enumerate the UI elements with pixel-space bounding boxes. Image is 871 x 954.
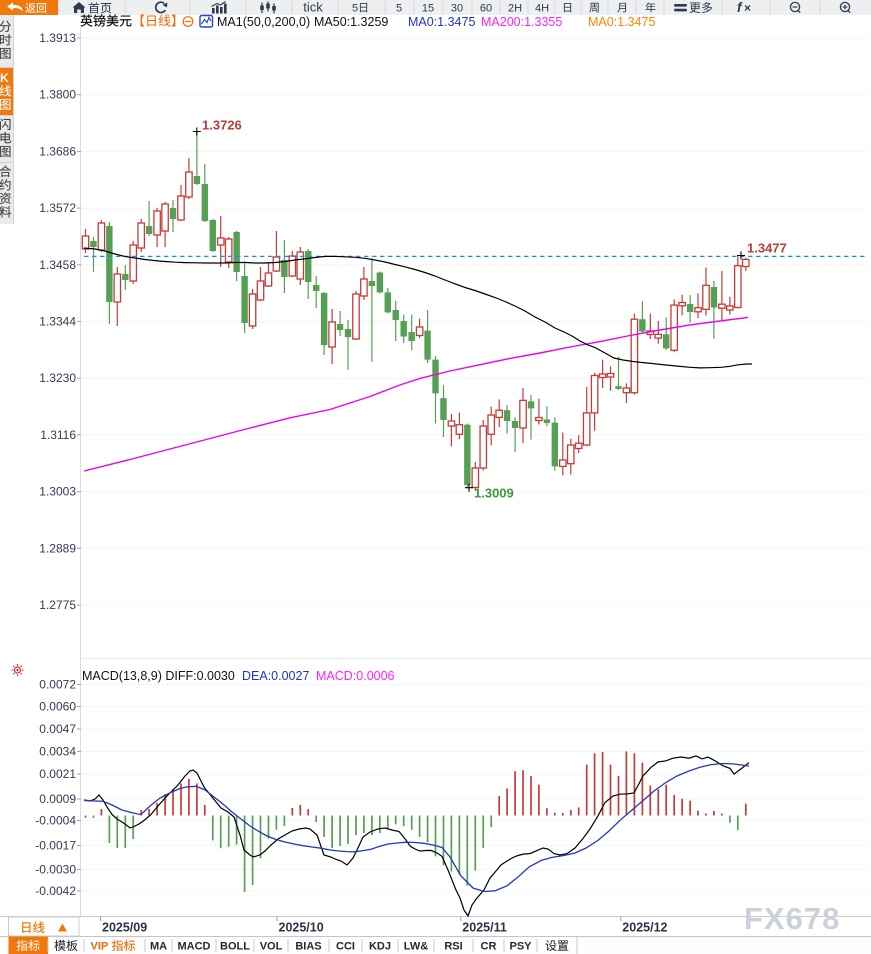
- svg-text:0.0072: 0.0072: [39, 678, 76, 692]
- svg-text:0.0021: 0.0021: [39, 767, 76, 781]
- svg-text:1.3800: 1.3800: [39, 88, 76, 102]
- svg-text:2025/12: 2025/12: [622, 921, 667, 935]
- svg-text:1.3230: 1.3230: [39, 371, 76, 385]
- svg-text:VOL: VOL: [260, 941, 283, 953]
- svg-text:BOLL: BOLL: [220, 941, 250, 953]
- svg-text:1.3726: 1.3726: [202, 118, 242, 133]
- svg-text:MA0:1.3475: MA0:1.3475: [408, 15, 475, 29]
- svg-text:4H: 4H: [535, 3, 549, 15]
- svg-text:MA0:1.3475: MA0:1.3475: [588, 15, 655, 29]
- svg-text:1.3116: 1.3116: [40, 428, 76, 442]
- svg-text:MACD:0.0006: MACD:0.0006: [316, 669, 395, 683]
- svg-text:K: K: [0, 71, 9, 85]
- svg-text:BIAS: BIAS: [295, 941, 321, 953]
- svg-text:FX678: FX678: [744, 901, 840, 936]
- svg-text:30: 30: [451, 3, 463, 15]
- svg-text:MA: MA: [150, 941, 167, 953]
- svg-text:1.3009: 1.3009: [474, 486, 514, 501]
- svg-text:MACD: MACD: [178, 941, 211, 953]
- svg-text:DEA:0.0027: DEA:0.0027: [242, 669, 309, 683]
- svg-text:2025/09: 2025/09: [102, 921, 147, 935]
- svg-text:5: 5: [352, 3, 358, 15]
- svg-text:0.0009: 0.0009: [39, 792, 76, 806]
- svg-text:5: 5: [396, 3, 402, 15]
- svg-text:PSY: PSY: [509, 941, 532, 953]
- svg-text:1.3913: 1.3913: [39, 31, 76, 45]
- svg-text:1.3477: 1.3477: [747, 241, 787, 256]
- svg-text:MA1(50,0,200,0): MA1(50,0,200,0): [217, 15, 310, 29]
- svg-text:0.0034: 0.0034: [39, 745, 76, 759]
- svg-text:1.3344: 1.3344: [39, 315, 76, 329]
- svg-text:2025/11: 2025/11: [462, 921, 507, 935]
- svg-text:0.0060: 0.0060: [39, 700, 76, 714]
- svg-text:VIP: VIP: [91, 941, 109, 953]
- svg-text:MA50:1.3259: MA50:1.3259: [314, 15, 388, 29]
- svg-text:MA200:1.3355: MA200:1.3355: [481, 15, 562, 29]
- svg-text:1.3003: 1.3003: [39, 485, 76, 499]
- svg-text:tick: tick: [303, 0, 323, 15]
- svg-text:2H: 2H: [508, 3, 522, 15]
- svg-text:2025/10: 2025/10: [279, 921, 324, 935]
- svg-text:1.3686: 1.3686: [39, 144, 76, 158]
- svg-text:1.3572: 1.3572: [39, 201, 76, 215]
- svg-text:-0.0017: -0.0017: [35, 839, 76, 853]
- svg-text:MACD(13,8,9) DIFF:0.0030: MACD(13,8,9) DIFF:0.0030: [82, 669, 235, 683]
- svg-text:KDJ: KDJ: [369, 941, 391, 953]
- svg-text:-0.0030: -0.0030: [35, 863, 76, 877]
- svg-text:CCI: CCI: [336, 941, 355, 953]
- svg-text:0.0047: 0.0047: [39, 722, 76, 736]
- svg-text:f: f: [737, 0, 743, 15]
- svg-text:1.3458: 1.3458: [39, 258, 76, 272]
- svg-text:-0.0042: -0.0042: [35, 884, 76, 898]
- svg-text:CR: CR: [481, 941, 497, 953]
- svg-text:LW&: LW&: [404, 941, 428, 953]
- svg-text:1.2889: 1.2889: [39, 541, 76, 555]
- svg-text:60: 60: [480, 3, 492, 15]
- svg-text:RSI: RSI: [444, 941, 462, 953]
- svg-text:-0.0004: -0.0004: [35, 814, 76, 828]
- svg-text:1.2775: 1.2775: [39, 598, 76, 612]
- svg-text:15: 15: [422, 3, 434, 15]
- svg-text:×: ×: [744, 1, 751, 15]
